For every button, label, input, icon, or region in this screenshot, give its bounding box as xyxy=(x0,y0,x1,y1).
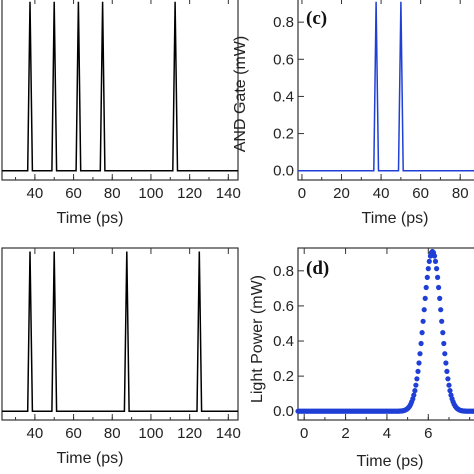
x-axis-title: Time (ps) xyxy=(57,210,124,227)
x-tick-label: 40 xyxy=(373,185,390,202)
data-point xyxy=(438,307,444,313)
x-axis-title: Time (ps) xyxy=(357,453,424,470)
data-point xyxy=(417,351,423,357)
data-point xyxy=(415,368,421,374)
y-tick-label: 0.6 xyxy=(273,298,294,315)
y-tick-label: 0.6 xyxy=(273,51,294,68)
pulse-train-line xyxy=(2,1,238,172)
x-tick-label: 80 xyxy=(104,425,121,442)
plot-frame xyxy=(297,247,474,421)
y-tick-label: 0.8 xyxy=(273,263,294,280)
data-point xyxy=(424,274,430,280)
y-tick-label: 0.4 xyxy=(273,333,294,350)
x-axis-title: Time (ps) xyxy=(57,450,124,467)
x-tick-label: 60 xyxy=(412,185,429,202)
data-point xyxy=(434,266,440,272)
data-point xyxy=(423,284,429,291)
x-tick-label: 60 xyxy=(65,185,82,202)
data-point xyxy=(411,392,417,398)
x-tick-label: 4 xyxy=(383,425,391,442)
data-point xyxy=(443,360,449,366)
data-point xyxy=(412,388,418,394)
data-point xyxy=(421,307,427,313)
data-point xyxy=(436,284,442,291)
plot-frame xyxy=(1,247,239,421)
panel-bottom-right-d: 0 2 4 6 0.0 0.2 0.4 0.6 0.8 Time (ps) Light Power … xyxy=(249,247,474,470)
data-point xyxy=(440,330,446,336)
panel-tag: (c) xyxy=(306,8,327,29)
y-tick-label: 0.0 xyxy=(273,163,294,180)
x-tick-label: 120 xyxy=(177,185,202,202)
panel-tag: (d) xyxy=(306,258,329,279)
x-tick-label: 120 xyxy=(177,425,202,442)
x-tick-label: 100 xyxy=(138,185,163,202)
x-tick-label: 6 xyxy=(424,425,432,442)
data-point xyxy=(442,351,448,357)
data-point xyxy=(431,253,438,259)
data-point xyxy=(444,368,450,374)
data-point xyxy=(418,340,424,347)
data-point xyxy=(435,274,441,280)
plot-frame xyxy=(1,0,239,181)
x-tick-label: 80 xyxy=(452,185,469,202)
y-axis-title: Light Power (mW) xyxy=(249,275,266,403)
panel-bottom-left: 40 60 80 100 120 140 Time (ps) xyxy=(1,247,241,467)
x-tick-label: 2 xyxy=(341,425,349,442)
data-point xyxy=(414,376,420,382)
y-tick-label: 0.0 xyxy=(273,403,294,420)
pulse-train-line xyxy=(2,251,238,412)
x-tick-label: 60 xyxy=(65,425,82,442)
data-point xyxy=(439,318,445,324)
data-point xyxy=(426,258,432,264)
y-tick-label: 0.8 xyxy=(273,14,294,31)
data-point xyxy=(413,382,419,388)
data-point xyxy=(447,388,453,394)
x-tick-label: 40 xyxy=(27,425,44,442)
data-point xyxy=(441,340,447,347)
x-tick-label: 40 xyxy=(27,185,44,202)
x-tick-label: 140 xyxy=(216,185,241,202)
data-point xyxy=(432,258,439,264)
x-tick-label: 100 xyxy=(138,425,163,442)
data-point xyxy=(422,295,428,301)
x-tick-label: 80 xyxy=(104,185,121,202)
data-point xyxy=(445,376,451,382)
x-axis-title: Time (ps) xyxy=(362,210,429,227)
data-point xyxy=(420,318,426,324)
y-tick-label: 0.2 xyxy=(273,368,294,385)
panel-top-right-c: 0 20 40 60 80 0.0 0.2 0.4 0.6 0.8 Time (ps) AND Gat… xyxy=(232,0,474,227)
pulse-train-line xyxy=(298,1,474,172)
x-tick-label: 140 xyxy=(216,425,241,442)
panel-top-left: 40 60 80 100 120 140 Time (ps) xyxy=(1,0,241,227)
x-tick-label: 0 xyxy=(300,425,308,442)
x-tick-label: 20 xyxy=(333,185,350,202)
y-tick-label: 0.4 xyxy=(273,88,294,105)
x-tick-label: 0 xyxy=(298,185,306,202)
plot-frame xyxy=(297,0,474,181)
data-point xyxy=(416,360,422,366)
data-point xyxy=(425,266,431,272)
data-point xyxy=(419,330,425,336)
data-point xyxy=(446,382,452,388)
y-tick-label: 0.2 xyxy=(273,126,294,143)
data-point xyxy=(437,295,443,301)
y-axis-title: AND Gate (mW) xyxy=(232,36,249,152)
